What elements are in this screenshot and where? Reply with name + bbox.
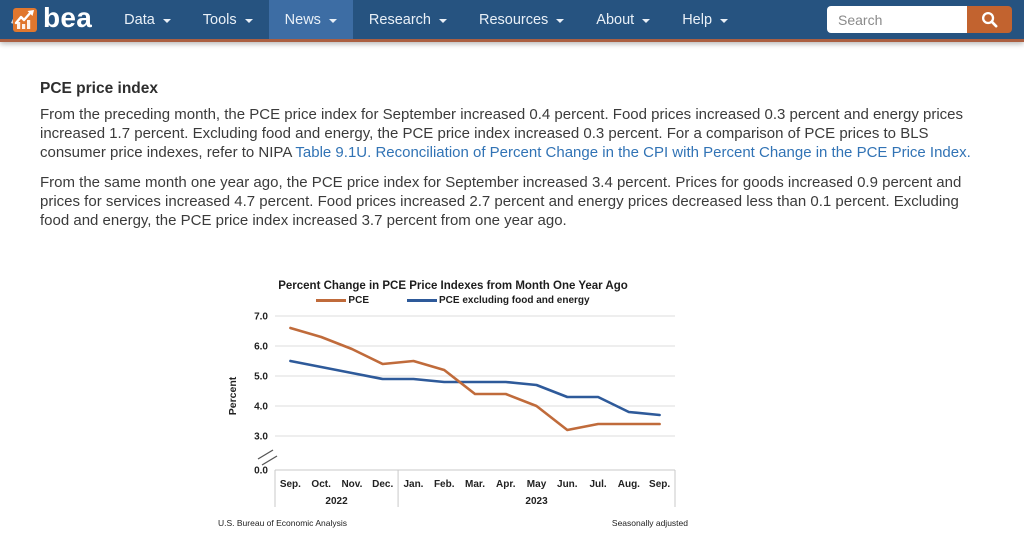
main-menu: Data Tools News Research Resources About Help (108, 0, 744, 39)
svg-text:Jun.: Jun. (557, 479, 578, 490)
paragraph-month-over-month: From the preceding month, the PCE price … (40, 105, 984, 163)
pce-chart-figure: Percent Change in PCE Price Indexes from… (218, 280, 688, 528)
svg-text:3.0: 3.0 (254, 432, 268, 443)
svg-text:Sep.: Sep. (280, 479, 301, 490)
nav-item-news[interactable]: News (268, 0, 353, 39)
chevron-down-icon (244, 18, 253, 23)
page-title: PCE price index (40, 80, 159, 97)
svg-text:6.0: 6.0 (254, 342, 268, 353)
brand-name: bea (43, 2, 93, 33)
svg-text:May: May (527, 479, 547, 490)
nipa-table-link[interactable]: Table 9.1U. Reconciliation of Percent Ch… (295, 144, 971, 162)
svg-text:Jul.: Jul. (589, 479, 606, 490)
svg-text:Feb.: Feb. (434, 479, 455, 490)
main-content: PCE price index From the preceding month… (0, 42, 1024, 528)
svg-text:2022: 2022 (325, 496, 348, 507)
chevron-down-icon (438, 18, 447, 23)
nav-item-label: Tools (202, 11, 237, 28)
chevron-down-icon (720, 18, 729, 23)
pce-line-chart: 7.0 6.0 5.0 4.0 3.0 0.0 Sep. Oct. Nov. Dec. Jan. Fe… (227, 312, 676, 508)
search-icon (980, 10, 999, 29)
chart-source-note: U.S. Bureau of Economic Analysis (218, 518, 347, 529)
chevron-down-icon (556, 18, 565, 23)
nav-item-label: About (596, 11, 635, 28)
chart-title: Percent Change in PCE Price Indexes from… (278, 280, 628, 293)
legend-label: PCE excluding food and energy (438, 295, 590, 307)
nav-item-resources[interactable]: Resources (463, 0, 580, 39)
chevron-down-icon (642, 18, 651, 23)
nav-item-research[interactable]: Research (353, 0, 463, 39)
svg-text:0.0: 0.0 (254, 466, 268, 477)
svg-text:Apr.: Apr. (496, 479, 516, 490)
bea-logo[interactable]: bea (0, 0, 108, 39)
nav-item-label: Help (682, 11, 713, 28)
nav-item-label: News (284, 11, 321, 28)
svg-text:Dec.: Dec. (372, 479, 393, 490)
svg-text:4.0: 4.0 (254, 402, 268, 413)
nav-item-label: Data (124, 11, 155, 28)
bea-chart-logo-icon (10, 6, 38, 34)
svg-text:Percent: Percent (227, 376, 239, 415)
search-input[interactable] (827, 6, 967, 33)
svg-text:Mar.: Mar. (465, 479, 485, 490)
svg-text:Aug.: Aug. (618, 479, 640, 490)
legend-label: PCE (348, 295, 369, 307)
legend-line-swatch (316, 299, 347, 303)
paragraph1-text: From the preceding month, the PCE price … (40, 106, 963, 162)
chevron-down-icon (328, 18, 337, 23)
chart-footer: U.S. Bureau of Economic Analysis Seasona… (218, 518, 688, 528)
legend-item: PCE excluding food and energy (406, 295, 590, 307)
svg-text:Sep.: Sep. (649, 479, 670, 490)
search-area (827, 0, 1024, 39)
search-button[interactable] (967, 6, 1012, 33)
svg-text:Nov.: Nov. (341, 479, 362, 490)
svg-text:Jan.: Jan. (403, 479, 423, 490)
paragraph-year-over-year: From the same month one year ago, the PC… (40, 173, 962, 229)
legend-item: PCE (316, 295, 369, 306)
svg-text:2023: 2023 (525, 496, 548, 507)
nav-item-tools[interactable]: Tools (187, 0, 269, 39)
svg-text:5.0: 5.0 (254, 372, 268, 383)
nav-item-label: Research (368, 11, 431, 28)
top-navbar: bea Data Tools News Research Resources About H… (0, 0, 1024, 42)
legend-line-swatch (406, 299, 437, 303)
chart-adjustment-note: Seasonally adjusted (611, 518, 688, 529)
svg-text:Oct.: Oct. (311, 479, 331, 490)
nav-item-help[interactable]: Help (666, 0, 744, 39)
nav-item-data[interactable]: Data (108, 0, 187, 39)
nav-item-label: Resources (478, 11, 549, 28)
svg-text:7.0: 7.0 (254, 312, 268, 323)
chart-legend: PCE PCE excluding food and energy (218, 295, 688, 306)
nav-item-about[interactable]: About (580, 0, 666, 39)
chevron-down-icon (162, 18, 171, 23)
